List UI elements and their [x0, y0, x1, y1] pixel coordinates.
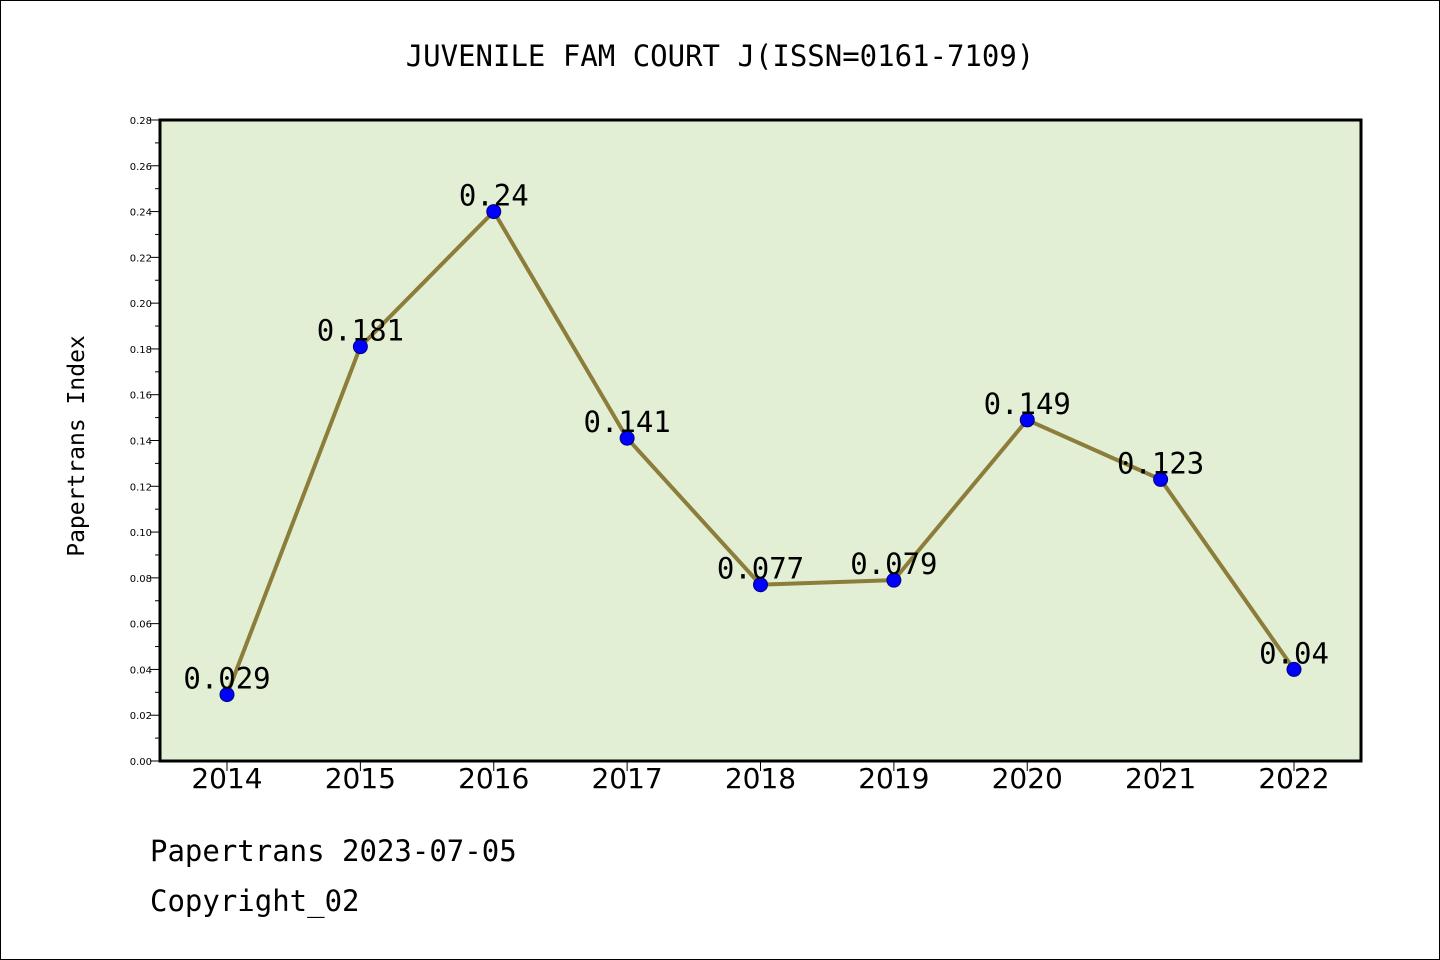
data-label: 0.149: [984, 387, 1071, 421]
y-tick-label: 0.24: [130, 208, 152, 219]
x-tick-label: 2014: [191, 762, 262, 795]
y-tick-label: 0.28: [130, 116, 152, 127]
chart-title: JUVENILE FAM COURT J(ISSN=0161-7109): [406, 39, 1035, 73]
y-tick-label: 0.08: [130, 574, 152, 585]
y-tick-label: 0.00: [130, 757, 152, 768]
x-tick-label: 2015: [325, 762, 396, 795]
x-tick-label: 2018: [725, 762, 796, 795]
plot-area: [160, 120, 1361, 761]
data-label: 0.04: [1259, 636, 1329, 670]
data-label: 0.181: [317, 314, 404, 348]
x-tick-label: 2022: [1258, 762, 1329, 795]
y-tick-label: 0.04: [130, 665, 152, 676]
y-tick-label: 0.22: [130, 253, 152, 264]
data-point: [753, 577, 768, 593]
plot-border: [158, 118, 1363, 763]
data-point: [886, 572, 902, 588]
data-point: [352, 339, 368, 355]
series-papertrans-index: [219, 204, 1302, 703]
source-text: Papertrans 2023-07-05: [150, 834, 517, 868]
y-axis: 0.00 0.02 0.04 0.06 0.08 0.10 0.12 0.14 0.16 0.18…: [130, 116, 160, 768]
y-tick-label: 0.06: [130, 620, 152, 631]
y-tick-label: 0.20: [130, 299, 152, 310]
data-label: 0.077: [717, 552, 804, 586]
y-tick-label: 0.14: [130, 437, 152, 448]
data-label: 0.123: [1117, 446, 1204, 480]
data-label: 0.029: [183, 662, 270, 696]
y-tick-label: 0.18: [130, 345, 152, 356]
x-axis: 2014 2015 2016 2017 2018 2019 2020 2021 2022: [191, 761, 1330, 795]
data-point: [486, 204, 502, 220]
data-point: [1153, 471, 1169, 487]
y-tick-label: 0.12: [130, 482, 152, 493]
x-tick-label: 2020: [992, 762, 1063, 795]
y-tick-label: 0.26: [130, 162, 152, 173]
copyright-text: Copyright_02: [150, 884, 360, 918]
x-tick-label: 2016: [458, 762, 529, 795]
x-tick-label: 2019: [858, 762, 929, 795]
x-tick-label: 2017: [591, 762, 662, 795]
x-tick-label: 2021: [1125, 762, 1196, 795]
data-point: [219, 687, 235, 703]
data-label: 0.24: [459, 179, 529, 213]
data-point: [1019, 412, 1035, 428]
data-labels: 0.029 0.181 0.24 0.141 0.077 0.079 0.149 0.123 0…: [183, 179, 1329, 696]
data-label: 0.079: [850, 547, 937, 581]
y-tick-label: 0.16: [130, 391, 152, 402]
data-point: [619, 430, 635, 446]
y-axis-label: Papertrans Index: [64, 335, 90, 557]
y-tick-label: 0.02: [130, 711, 152, 722]
data-label: 0.141: [583, 405, 670, 439]
y-tick-label: 0.10: [130, 528, 152, 539]
data-point: [1286, 661, 1302, 677]
